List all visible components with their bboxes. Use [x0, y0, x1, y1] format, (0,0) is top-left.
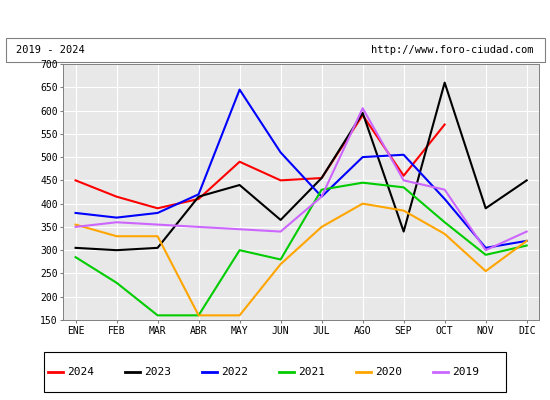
- Text: 2021: 2021: [298, 367, 325, 377]
- Text: 2023: 2023: [144, 367, 171, 377]
- FancyBboxPatch shape: [6, 38, 544, 62]
- Text: Evolucion Nº Turistas Extranjeros en el municipio de Marchena: Evolucion Nº Turistas Extranjeros en el …: [31, 12, 519, 24]
- Text: 2020: 2020: [375, 367, 402, 377]
- Text: 2019 - 2024: 2019 - 2024: [16, 45, 85, 55]
- Text: 2022: 2022: [221, 367, 248, 377]
- Text: http://www.foro-ciudad.com: http://www.foro-ciudad.com: [371, 45, 534, 55]
- Text: 2019: 2019: [452, 367, 479, 377]
- Text: 2024: 2024: [67, 367, 94, 377]
- FancyBboxPatch shape: [44, 352, 506, 392]
